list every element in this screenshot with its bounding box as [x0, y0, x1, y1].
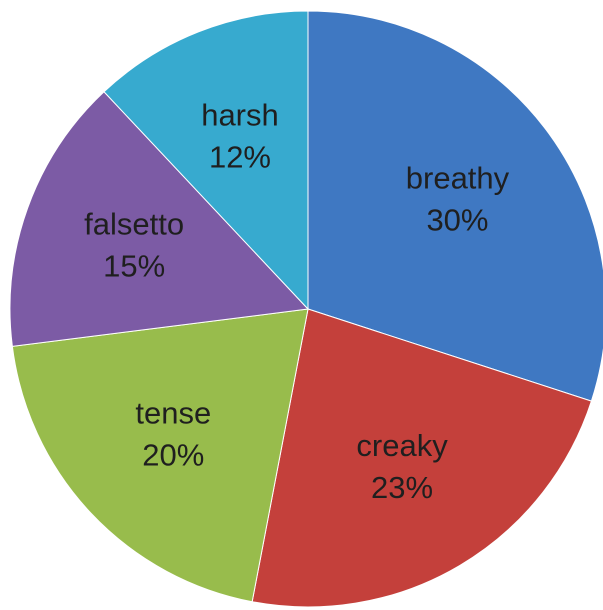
slice-label: harsh — [201, 97, 279, 132]
pie-slice — [307, 10, 603, 402]
value-label: 20% — [142, 438, 204, 473]
pie-slice — [9, 91, 310, 347]
slice-label: falsetto — [84, 207, 184, 242]
slice-label: creaky — [356, 428, 448, 463]
pie-slice — [251, 308, 593, 608]
value-label: 12% — [209, 139, 271, 174]
pie-slice — [11, 308, 309, 603]
value-label: 15% — [103, 249, 165, 284]
pie-slice — [103, 10, 309, 311]
slice-label: tense — [135, 396, 211, 431]
slice-label: breathy — [406, 161, 510, 196]
value-label: 30% — [426, 203, 488, 238]
value-label: 23% — [371, 470, 433, 505]
